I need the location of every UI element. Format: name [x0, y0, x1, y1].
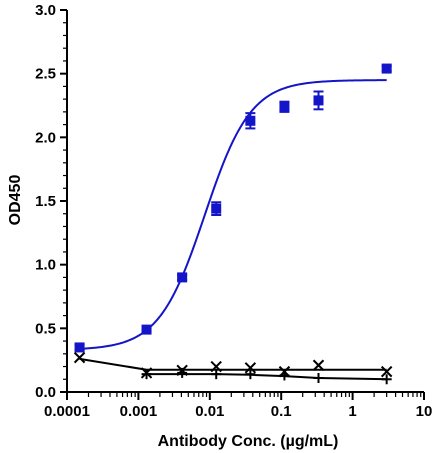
y-tick-label: 2.5	[35, 66, 56, 83]
fit-curves	[79, 79, 387, 381]
cross-stroke	[244, 362, 257, 374]
data-point-plus	[245, 369, 256, 380]
x-tick-label: 0.001	[120, 403, 158, 420]
x-tick-label: 0.01	[195, 403, 224, 420]
data-point-cross	[244, 362, 257, 374]
x-tick-label: 10	[416, 403, 433, 420]
x-tick-label: 0.1	[271, 403, 292, 420]
data-point-plus	[211, 369, 222, 380]
cross-stroke	[380, 365, 393, 378]
data-point-plus	[177, 367, 188, 378]
data-point-square	[279, 101, 290, 112]
cross-stroke	[210, 360, 222, 373]
data-point-cross	[210, 360, 222, 373]
x-tick-label: 0.0001	[44, 403, 90, 420]
data-point-square	[381, 63, 392, 74]
y-tick-label: 1.0	[35, 257, 56, 274]
data-point-cross	[380, 365, 393, 378]
y-tick-label: 2.0	[35, 129, 56, 146]
data-point-square	[177, 272, 188, 283]
data-point-square	[245, 115, 256, 126]
cross-stroke	[312, 359, 325, 371]
y-tick-label: 1.5	[35, 193, 56, 210]
data-point-square	[211, 203, 222, 214]
data-point-square	[74, 342, 85, 353]
y-tick-label: 0.5	[35, 320, 56, 337]
x-tick-label: 1	[348, 403, 356, 420]
x-axis-title: Antibody Conc. (µg/mL)	[158, 433, 339, 450]
data-point-plus	[381, 374, 392, 385]
fit-curve-series-2	[79, 357, 387, 371]
data-points	[73, 63, 393, 385]
data-point-plus	[279, 370, 290, 381]
axes: 0.0 0.5 1.0 1.5 2.0 2.5 3.0 0.0001 0.001 0.01 0.1 1…	[35, 2, 432, 420]
cross-stroke	[73, 351, 86, 364]
data-point-cross	[312, 359, 325, 371]
y-tick-label: 0.0	[35, 384, 56, 401]
data-point-cross	[73, 351, 86, 364]
data-point-square	[141, 324, 152, 335]
y-axis-title: OD450	[7, 175, 24, 226]
data-point-square	[313, 95, 324, 106]
y-tick-label: 3.0	[35, 2, 56, 19]
fit-curve-series-1	[79, 79, 387, 350]
data-point-plus	[313, 372, 324, 383]
data-point-plus	[141, 369, 152, 380]
